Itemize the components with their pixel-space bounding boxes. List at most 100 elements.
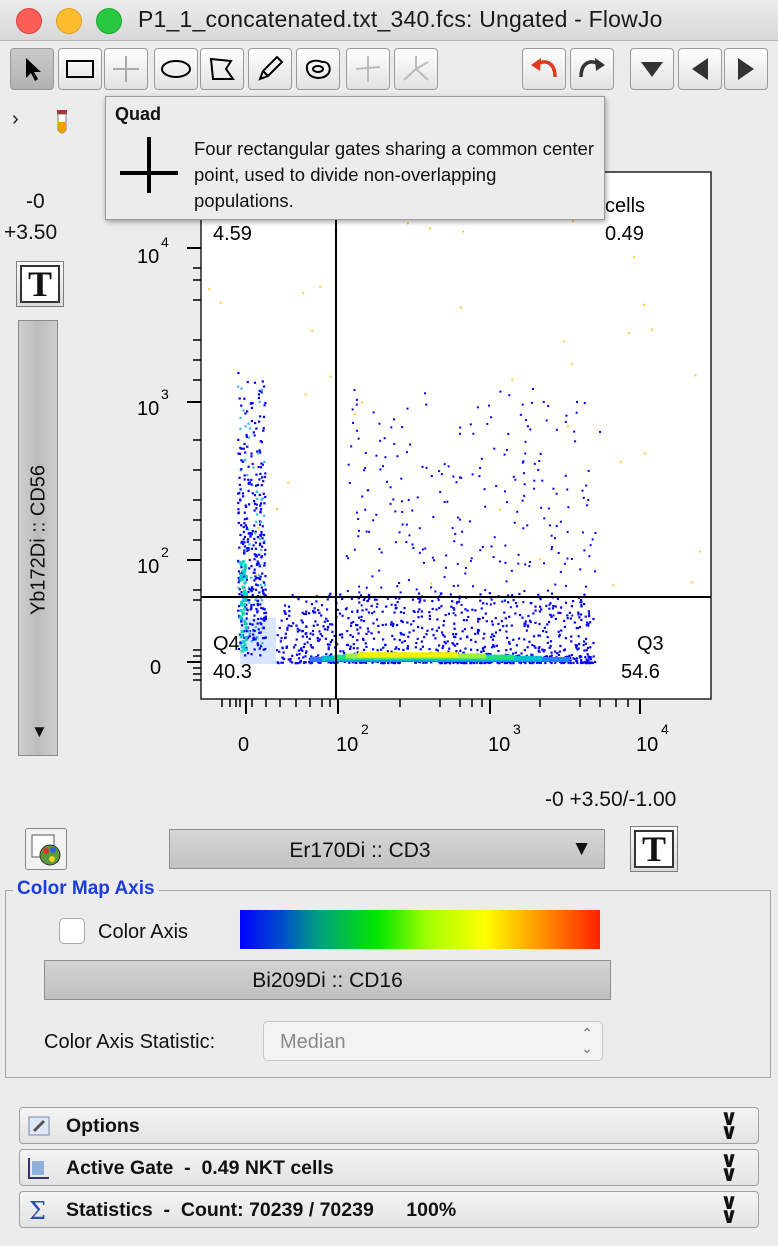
x-tick-0: 0 — [238, 734, 249, 756]
options-title: Options — [66, 1115, 140, 1137]
triangle-left-icon — [692, 58, 708, 80]
dot-plot[interactable]: 4.59 cells 0.49 Q3 54.6 Q4 40.3 0 10 2 1… — [0, 0, 778, 770]
x-axis-transform-button[interactable]: T — [630, 826, 678, 872]
color-options-button[interactable] — [25, 828, 67, 870]
blob-icon — [305, 59, 331, 79]
quad-icon — [113, 56, 139, 82]
x-tick-2-exp: 2 — [361, 721, 369, 737]
double-chevron-down-icon: ∨ ∨ — [720, 1189, 738, 1228]
quad-gate-button[interactable] — [104, 48, 148, 90]
axis-ticks — [187, 247, 641, 714]
next-button[interactable] — [724, 48, 768, 90]
y-parameter-selector[interactable] — [18, 320, 58, 756]
color-parameter-selector[interactable]: Bi209Di :: CD16 — [44, 960, 611, 1000]
y-axis-transform-button[interactable]: T — [16, 261, 64, 307]
y-tick-4-exp: 4 — [161, 234, 169, 250]
triangle-down-icon — [641, 62, 663, 77]
palette-icon — [31, 834, 61, 866]
caret-down-icon[interactable]: ▼ — [31, 722, 48, 741]
previous-button[interactable] — [678, 48, 722, 90]
pointer-tool-button[interactable] — [10, 48, 54, 90]
double-chevron-down-icon: ∨ ∨ — [720, 1147, 738, 1186]
title-bar: P1_1_concatenated.txt_340.fcs: Ungated -… — [0, 0, 778, 41]
web-gate-button[interactable] — [394, 48, 438, 90]
y-tick-3-exp: 3 — [161, 386, 169, 402]
options-panel[interactable]: Options ∨ ∨ — [19, 1107, 759, 1144]
y-tick-2: 10 — [137, 556, 159, 578]
gate-icon — [28, 1158, 49, 1179]
q4-value: 40.3 — [213, 661, 252, 683]
zoom-window-button[interactable] — [96, 8, 122, 34]
spider-gate-button[interactable] — [296, 48, 340, 90]
redo-button[interactable] — [570, 48, 614, 90]
y-range-top: -0 — [26, 190, 45, 213]
minimize-window-button[interactable] — [56, 8, 82, 34]
undo-icon — [531, 58, 557, 78]
transform-t-icon: T — [634, 830, 674, 868]
tooltip-title: Quad — [115, 104, 162, 124]
polygon-icon — [209, 57, 235, 80]
quad-tooltip: Quad Four rectangular gates sharing a co… — [105, 96, 605, 220]
y-tick-4: 10 — [137, 246, 159, 268]
q2-value: 0.49 — [605, 223, 644, 245]
x-parameter-selector[interactable]: Er170Di :: CD3 ▼ — [169, 829, 605, 869]
statistics-panel[interactable]: Σ Statistics - Count: 70239 / 70239 100%… — [19, 1191, 759, 1228]
quad-spider-button[interactable] — [346, 48, 390, 90]
color-axis-label: Color Axis — [98, 921, 189, 943]
ellipse-icon — [161, 60, 191, 78]
freehand-gate-button[interactable] — [248, 48, 292, 90]
color-statistic-label: Color Axis Statistic: — [44, 1031, 216, 1053]
y-tick-0: 0 — [150, 657, 161, 679]
active-gate-title: Active Gate - 0.49 NKT cells — [66, 1157, 334, 1179]
statistics-title: Statistics - Count: 70239 / 70239 100% — [66, 1199, 457, 1221]
color-map-group — [5, 890, 771, 1078]
svg-text:Σ: Σ — [29, 1197, 46, 1223]
q3-value: 54.6 — [621, 661, 660, 683]
q3-name: Q3 — [637, 633, 664, 655]
spider-icon — [355, 56, 381, 82]
y-tick-3: 10 — [137, 398, 159, 420]
color-scale-bar — [240, 910, 600, 949]
navigate-down-button[interactable] — [630, 48, 674, 90]
y-tick-2-exp: 2 — [161, 544, 169, 560]
web-icon — [403, 56, 429, 81]
color-statistic-value: Median — [280, 1031, 346, 1053]
rectangle-gate-button[interactable] — [58, 48, 102, 90]
redo-icon — [579, 58, 605, 78]
y-range-bottom: +3.50 — [4, 221, 58, 244]
x-tick-2: 10 — [336, 734, 358, 756]
q2-name: cells — [605, 195, 645, 217]
x-parameter-label: Er170Di :: CD3 — [289, 839, 431, 862]
plot-frame — [200, 171, 712, 700]
gate-toolbar — [0, 44, 778, 94]
rectangle-icon — [66, 60, 94, 78]
q4-name: Q4 — [213, 633, 240, 655]
x-tick-3-exp: 3 — [513, 721, 521, 737]
stepper-icon: ⌃ ⌄ — [581, 1025, 593, 1056]
close-window-button[interactable] — [16, 8, 42, 34]
polygon-gate-button[interactable] — [200, 48, 244, 90]
quad-cross-icon — [120, 137, 178, 193]
ellipse-gate-button[interactable] — [154, 48, 198, 90]
x-tick-3: 10 — [488, 734, 510, 756]
window-title: P1_1_concatenated.txt_340.fcs: Ungated -… — [138, 6, 663, 32]
x-range: -0 +3.50/-1.00 — [545, 788, 677, 811]
wrench-icon — [28, 1116, 50, 1136]
test-tube-icon[interactable] — [54, 108, 70, 136]
active-gate-panel[interactable]: Active Gate - 0.49 NKT cells ∨ ∨ — [19, 1149, 759, 1186]
sigma-icon: Σ — [29, 1197, 46, 1223]
caret-down-icon: ▼ — [571, 837, 592, 860]
triangle-right-icon — [738, 58, 754, 80]
color-axis-checkbox[interactable] — [59, 918, 85, 944]
x-tick-4-exp: 4 — [661, 721, 669, 737]
x-tick-4: 10 — [636, 734, 658, 756]
tooltip-description: Four rectangular gates sharing a common … — [194, 138, 595, 211]
color-statistic-select[interactable]: Median ⌃ ⌄ — [263, 1021, 603, 1061]
expand-icon[interactable]: › — [12, 108, 19, 130]
transform-t-icon: T — [20, 265, 60, 303]
undo-button[interactable] — [522, 48, 566, 90]
q1-value: 4.59 — [213, 223, 252, 245]
pointer-icon — [26, 58, 41, 81]
pencil-icon — [258, 55, 284, 81]
double-chevron-down-icon: ∨ ∨ — [720, 1105, 738, 1144]
